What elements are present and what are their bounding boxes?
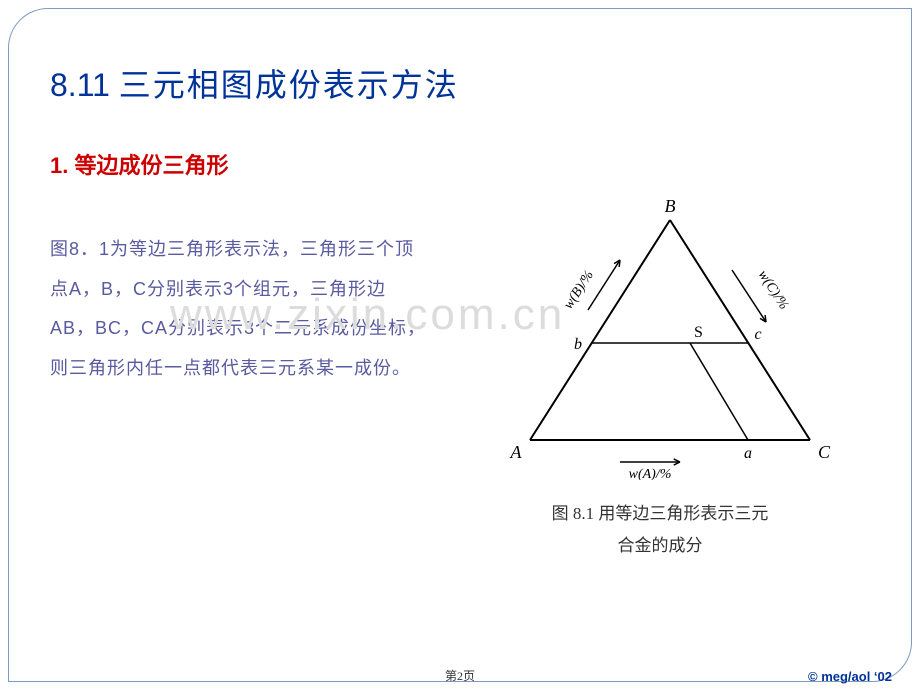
svg-text:A: A — [510, 442, 523, 462]
footer-page-number: 第2页 — [445, 667, 475, 684]
section-subtitle: 1. 等边成份三角形 — [50, 148, 870, 180]
svg-text:C: C — [818, 442, 831, 462]
title-number: 8.11 — [50, 67, 110, 103]
svg-text:S: S — [694, 324, 703, 341]
footer-copyright: © meg/aol ‘02 — [808, 669, 892, 684]
svg-text:c: c — [754, 326, 761, 343]
figure-area: ABCbcaSw(A)/%w(B)/%w(C)/% 图 8.1 用等边三角形表示… — [450, 200, 870, 563]
svg-text:w(A)/%: w(A)/% — [629, 467, 672, 480]
svg-text:b: b — [574, 336, 582, 353]
caption-line2: 合金的成分 — [618, 536, 703, 555]
triangle-diagram: ABCbcaSw(A)/%w(B)/%w(C)/% — [470, 200, 850, 480]
main-row: 图8．1为等边三角形表示法，三角形三个顶点A，B，C分别表示3个组元，三角形边A… — [50, 230, 870, 563]
body-paragraph: 图8．1为等边三角形表示法，三角形三个顶点A，B，C分别表示3个组元，三角形边A… — [50, 230, 430, 388]
slide-title: 8.11 三元相图成份表示方法 — [50, 60, 870, 106]
title-text: 三元相图成份表示方法 — [119, 67, 459, 103]
svg-text:B: B — [665, 200, 676, 216]
slide-content: www.zixin.com.cn 8.11 三元相图成份表示方法 1. 等边成份… — [0, 0, 920, 690]
svg-text:w(C)/%: w(C)/% — [755, 268, 791, 313]
figure-caption: 图 8.1 用等边三角形表示三元 合金的成分 — [552, 498, 769, 563]
svg-text:a: a — [744, 445, 752, 462]
caption-line1: 图 8.1 用等边三角形表示三元 — [552, 504, 769, 523]
